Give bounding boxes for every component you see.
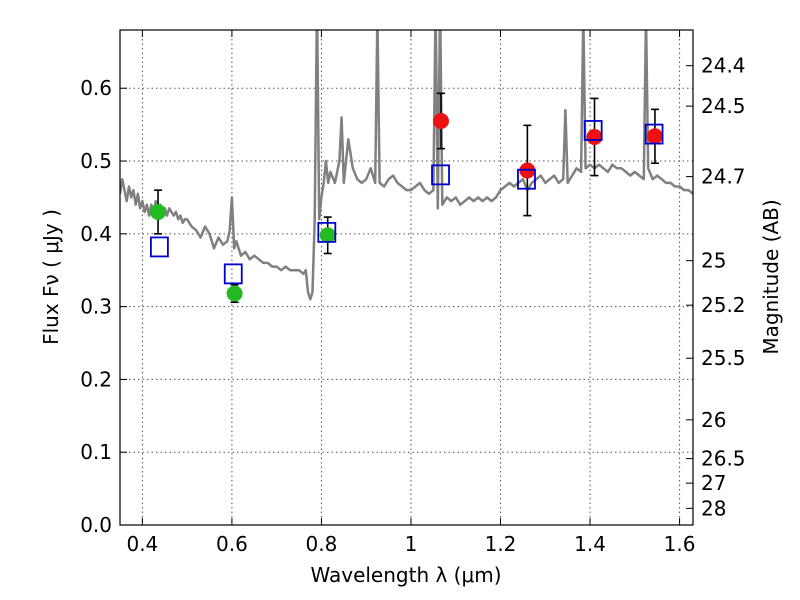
model-boxes bbox=[149, 120, 664, 285]
model-box bbox=[317, 221, 337, 243]
y2-tick-label: 26.5 bbox=[701, 447, 746, 471]
x-tick-label: 0.6 bbox=[216, 532, 248, 556]
red-point bbox=[432, 112, 449, 129]
y2-tick-label: 25.5 bbox=[701, 346, 746, 370]
y2-tick-label: 24.7 bbox=[701, 165, 746, 189]
red-points bbox=[432, 112, 663, 179]
green-point bbox=[226, 285, 243, 302]
model-box bbox=[644, 123, 664, 145]
y2-tick-label: 25 bbox=[701, 249, 726, 273]
x-axis: 0.4 0.6 0.8 1 1.2 1.4 1.6 bbox=[126, 30, 695, 556]
x-tick-label: 1.6 bbox=[664, 532, 696, 556]
y2-tick-label: 24.5 bbox=[701, 94, 746, 118]
model-box bbox=[583, 120, 603, 141]
y-axis-title: Flux Fν ( μJy ) bbox=[39, 209, 63, 345]
y2-tick-label: 28 bbox=[701, 496, 726, 520]
y-tick-label: 0.3 bbox=[80, 295, 112, 319]
model-box bbox=[431, 164, 450, 186]
template-spectrum-line bbox=[120, 30, 693, 301]
y-tick-label: 0.5 bbox=[80, 149, 112, 173]
y-tick-label: 0.4 bbox=[80, 222, 112, 246]
green-points bbox=[150, 203, 336, 302]
model-box bbox=[517, 168, 536, 190]
y-tick-label: 0.6 bbox=[80, 76, 112, 100]
plot-area bbox=[120, 30, 693, 301]
green-point bbox=[319, 227, 336, 244]
green-point bbox=[150, 203, 167, 220]
x-tick-label: 0.8 bbox=[306, 532, 338, 556]
y-axis: 0.0 0.1 0.2 0.3 0.4 0.5 0.6 bbox=[80, 76, 127, 537]
x-axis-title: Wavelength λ (μm) bbox=[310, 563, 501, 587]
errorbars bbox=[154, 92, 659, 304]
y-tick-label: 0.1 bbox=[80, 440, 112, 464]
model-box bbox=[223, 263, 243, 285]
model-box bbox=[149, 236, 169, 258]
red-point bbox=[586, 129, 603, 146]
x-tick-label: 0.4 bbox=[126, 532, 158, 556]
y2-tick-label: 24.4 bbox=[701, 54, 746, 78]
grid bbox=[120, 30, 693, 526]
y-tick-label: 0.0 bbox=[80, 513, 112, 537]
y2-tick-label: 25.2 bbox=[701, 293, 746, 317]
x-tick-label: 1.4 bbox=[574, 532, 606, 556]
x-tick-label: 1 bbox=[405, 532, 418, 556]
y-tick-label: 0.2 bbox=[80, 367, 112, 391]
y2-tick-label: 26 bbox=[701, 408, 726, 432]
y2-tick-label: 27 bbox=[701, 471, 726, 495]
x-tick-label: 1.2 bbox=[485, 532, 517, 556]
red-point bbox=[646, 128, 663, 145]
y2-axis-title: Magnitude (AB) bbox=[759, 199, 783, 354]
plot-frame bbox=[119, 29, 694, 526]
